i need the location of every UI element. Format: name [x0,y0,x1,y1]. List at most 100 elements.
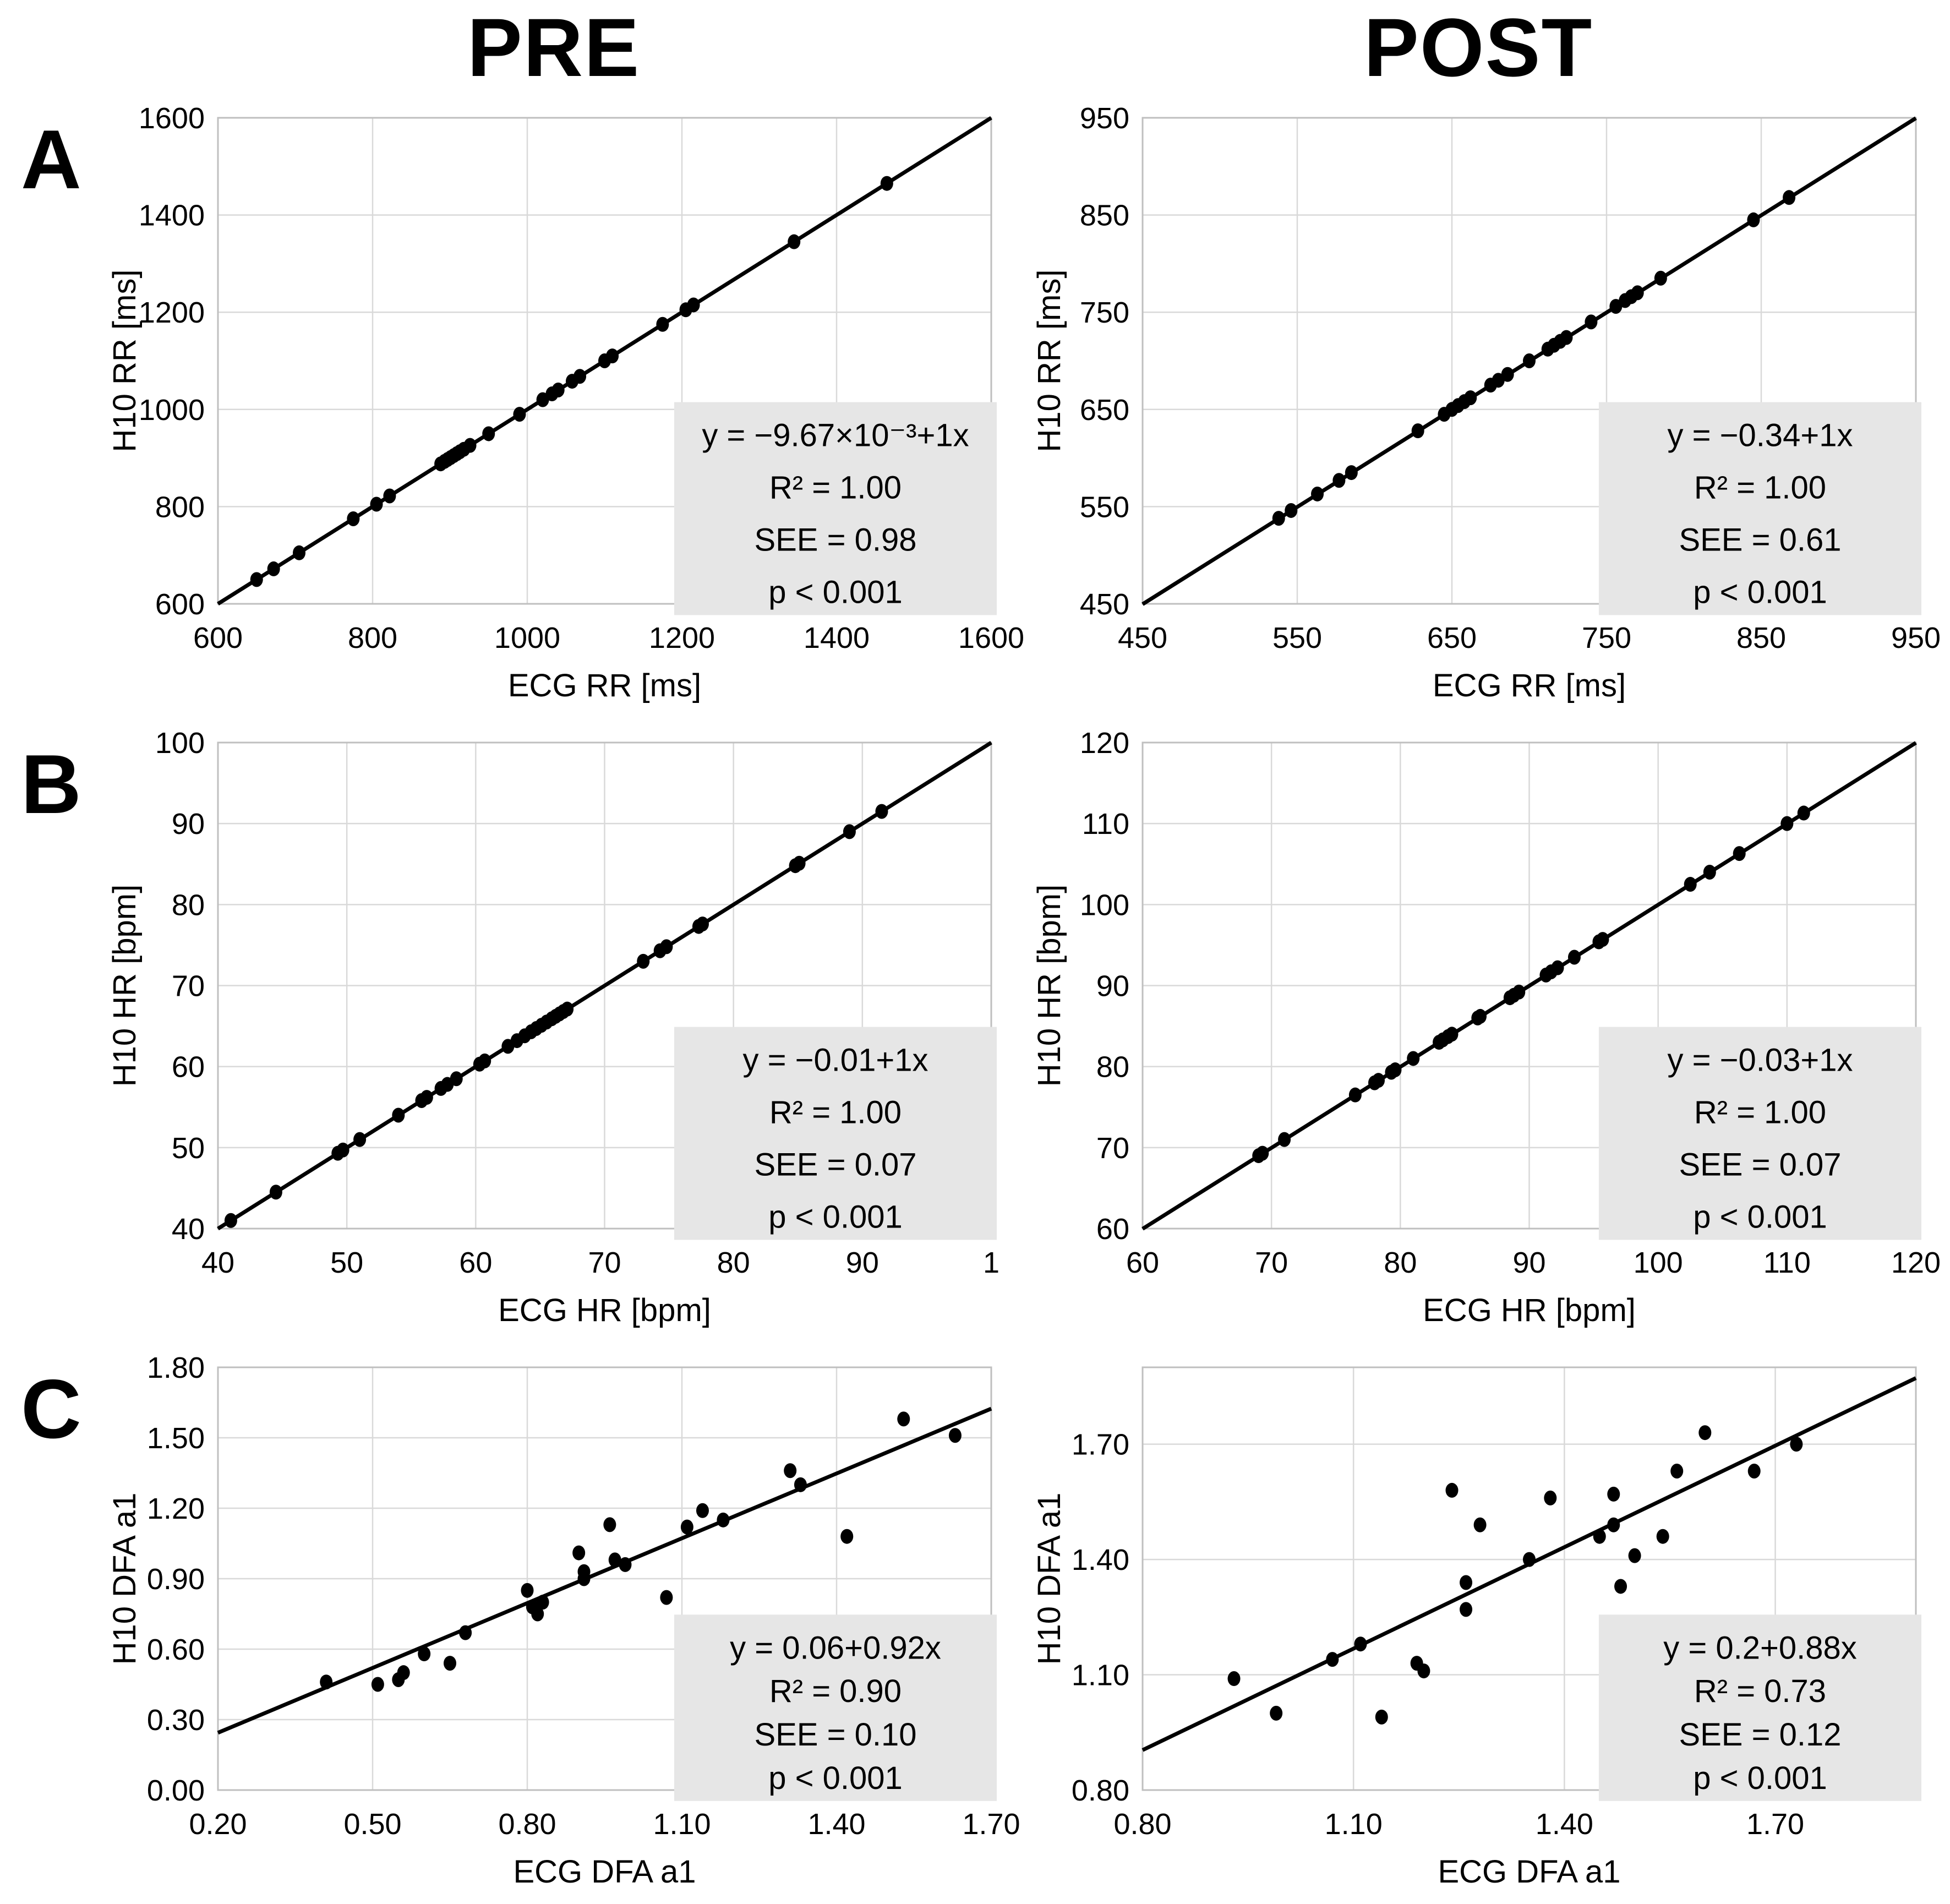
x-axis-title: ECG RR [ms] [508,668,701,703]
svg-text:1.80: 1.80 [147,1351,205,1384]
svg-text:60: 60 [172,1051,205,1084]
y-axis-title: H10 RR [ms] [1031,270,1067,452]
svg-text:1.20: 1.20 [147,1492,205,1525]
stats-text: y = 0.2+0.88x R² = 0.73 SEE = 0.12 p < 0.00… [1663,1630,1856,1796]
svg-text:1: 1 [983,1246,999,1279]
svg-text:70: 70 [172,970,205,1003]
svg-text:0.30: 0.30 [147,1704,205,1737]
data-points [1252,805,1810,1164]
svg-text:1.70: 1.70 [1072,1428,1129,1461]
svg-text:100: 100 [155,727,205,760]
svg-text:SEE = 0.07: SEE = 0.07 [754,1147,916,1182]
svg-text:650: 650 [1427,621,1477,654]
svg-text:SEE = 0.07: SEE = 0.07 [1679,1147,1841,1182]
svg-text:y = −0.03+1x: y = −0.03+1x [1667,1043,1853,1078]
svg-text:90: 90 [1096,970,1129,1003]
svg-text:y = 0.2+0.88x: y = 0.2+0.88x [1663,1630,1856,1666]
svg-text:y = 0.06+0.92x: y = 0.06+0.92x [730,1630,941,1666]
stats-text: y = −0.01+1x R² = 1.00 SEE = 0.07 p < 0.001 [742,1043,928,1235]
x-axis-title: ECG DFA a1 [1438,1854,1620,1890]
svg-text:800: 800 [155,490,205,523]
column-header-post-label: POST [1363,1,1593,94]
svg-text:R² = 1.00: R² = 1.00 [769,470,902,506]
svg-text:y = −9.67×10⁻³+1x: y = −9.67×10⁻³+1x [702,418,969,454]
svg-text:90: 90 [846,1246,879,1279]
svg-text:850: 850 [1736,621,1786,654]
data-points [224,804,888,1228]
svg-text:R² = 1.00: R² = 1.00 [1694,470,1826,506]
stats-text: y = 0.06+0.92x R² = 0.90 SEE = 0.10 p < 0.0… [730,1630,941,1796]
svg-text:120: 120 [1891,1246,1941,1279]
plot-border [1141,741,1917,1230]
svg-text:y = −0.01+1x: y = −0.01+1x [742,1043,928,1078]
chart-a-post-svg: 450 550 650 750 850 950 450 550 650 750 850 950 ECG … [1031,102,1941,703]
chart-c-post: 0.80 1.10 1.40 1.70 0.80 1.10 1.40 1.70 ECG DFA … [1016,1344,1941,1904]
svg-text:60: 60 [1096,1213,1129,1246]
svg-text:1600: 1600 [139,102,205,135]
svg-text:70: 70 [588,1246,621,1279]
svg-text:1.40: 1.40 [1536,1808,1593,1841]
plot-border [217,117,992,605]
svg-text:SEE = 0.61: SEE = 0.61 [1679,522,1841,558]
svg-text:R² = 0.90: R² = 0.90 [769,1673,902,1709]
y-tick-labels: 0.80 1.10 1.40 1.70 [1072,1428,1129,1807]
svg-text:1000: 1000 [494,621,560,654]
data-points [250,176,893,587]
svg-text:1.40: 1.40 [807,1808,865,1841]
svg-text:0.20: 0.20 [189,1808,247,1841]
svg-text:0.80: 0.80 [498,1808,556,1841]
svg-text:70: 70 [1096,1132,1129,1165]
svg-text:p < 0.001: p < 0.001 [768,1199,903,1235]
svg-text:0.80: 0.80 [1072,1774,1129,1807]
svg-text:550: 550 [1080,490,1129,523]
svg-text:1.10: 1.10 [1072,1659,1129,1692]
chart-c-post-svg: 0.80 1.10 1.40 1.70 0.80 1.10 1.40 1.70 ECG DFA … [1031,1366,1921,1890]
x-tick-labels: 60 70 80 90 100 110 120 [1126,1246,1941,1279]
x-axis-title: ECG HR [bpm] [1423,1292,1636,1328]
y-tick-labels: 600 800 1000 1200 1400 1600 [139,102,205,621]
y-tick-labels: 450 550 650 750 850 950 [1080,102,1129,621]
svg-text:1400: 1400 [139,199,205,232]
y-axis-title: H10 HR [bpm] [1031,885,1067,1087]
svg-text:1.40: 1.40 [1072,1543,1129,1576]
chart-b-pre-svg: 40 50 60 70 80 90 1 40 50 60 70 80 90 100 ECG HR [bpm]… [107,727,999,1328]
svg-text:80: 80 [717,1246,750,1279]
svg-text:850: 850 [1080,199,1129,232]
svg-text:1600: 1600 [958,621,1024,654]
svg-text:50: 50 [330,1246,363,1279]
y-tick-labels: 60 70 80 90 100 110 120 [1080,727,1129,1246]
y-tick-labels: 40 50 60 70 80 90 100 [155,727,205,1246]
panel-label-c: C [21,1362,81,1456]
svg-text:80: 80 [172,888,205,921]
svg-text:650: 650 [1080,394,1129,427]
svg-text:40: 40 [172,1213,205,1246]
svg-text:450: 450 [1080,588,1129,621]
svg-text:p < 0.001: p < 0.001 [1693,1199,1827,1235]
svg-text:0.50: 0.50 [343,1808,401,1841]
svg-text:100: 100 [1634,1246,1683,1279]
chart-b-post: 60 70 80 90 100 110 120 60 70 80 90 100 110 120 ECG HR… [1016,719,1941,1344]
stats-box [1598,1614,1921,1801]
svg-text:R² = 0.73: R² = 0.73 [1694,1673,1826,1709]
stats-text: y = −9.67×10⁻³+1x R² = 1.00 SEE = 0.98 p < … [702,418,969,610]
svg-text:1200: 1200 [649,621,715,654]
svg-text:600: 600 [155,588,205,621]
data-points [1272,190,1796,526]
svg-text:80: 80 [1384,1246,1417,1279]
svg-text:1400: 1400 [804,621,870,654]
svg-text:0.00: 0.00 [147,1774,205,1807]
stats-box [1598,1027,1921,1240]
svg-text:100: 100 [1080,888,1129,921]
svg-text:1.50: 1.50 [147,1422,205,1455]
svg-text:950: 950 [1080,102,1129,135]
svg-text:0.80: 0.80 [1113,1808,1171,1841]
y-axis-title: H10 DFA a1 [1031,1493,1067,1665]
svg-text:110: 110 [1763,1246,1811,1279]
chart-a-pre-svg: 600 800 1000 1200 1400 1600 600 800 1000 1200 1400… [107,102,1024,703]
svg-text:p < 0.001: p < 0.001 [768,574,903,610]
chart-c-pre: 0.20 0.50 0.80 1.10 1.40 1.70 0.00 0.30 0.60 0.90… [91,1344,1020,1904]
column-header-post: POST [1016,0,1941,95]
stats-text: y = −0.03+1x R² = 1.00 SEE = 0.07 p < 0.001 [1667,1043,1853,1235]
column-header-pre-label: PRE [467,1,641,94]
